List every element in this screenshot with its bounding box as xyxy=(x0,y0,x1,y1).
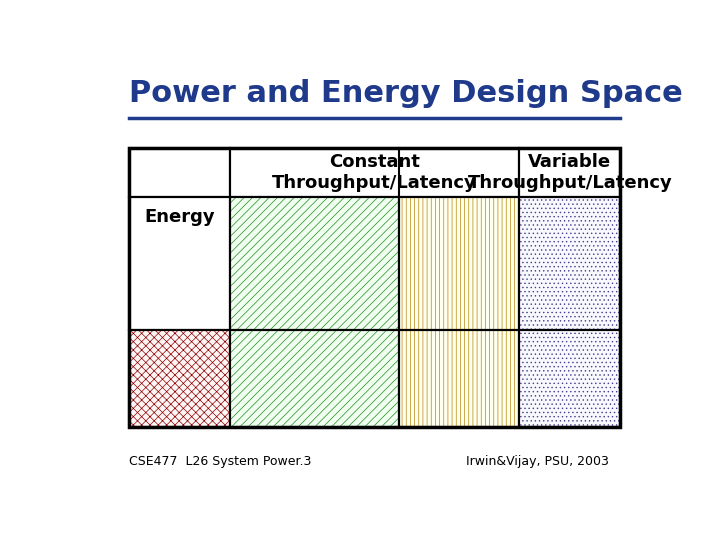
Bar xyxy=(519,330,620,427)
Text: CSE477  L26 System Power.3: CSE477 L26 System Power.3 xyxy=(129,455,312,468)
Text: Irwin&Vijay, PSU, 2003: Irwin&Vijay, PSU, 2003 xyxy=(466,455,609,468)
Bar xyxy=(230,197,399,330)
Bar xyxy=(399,330,519,427)
Bar xyxy=(519,330,620,427)
Bar xyxy=(129,330,230,427)
Bar xyxy=(129,148,620,427)
Bar xyxy=(230,148,519,197)
Bar xyxy=(230,330,399,427)
Text: Constant
Throughput/Latency: Constant Throughput/Latency xyxy=(272,153,477,192)
Bar xyxy=(519,197,620,330)
Bar xyxy=(399,197,519,330)
Bar xyxy=(399,330,519,427)
Bar xyxy=(129,148,230,197)
Bar xyxy=(230,330,399,427)
Bar xyxy=(230,197,399,330)
Text: Power and Energy Design Space: Power and Energy Design Space xyxy=(129,79,683,109)
Text: Variable
Throughput/Latency: Variable Throughput/Latency xyxy=(467,153,672,192)
Bar xyxy=(519,197,620,330)
Bar xyxy=(129,197,230,330)
Bar xyxy=(519,148,620,197)
Bar xyxy=(399,197,519,330)
Bar xyxy=(129,330,230,427)
Text: Energy: Energy xyxy=(144,208,215,226)
